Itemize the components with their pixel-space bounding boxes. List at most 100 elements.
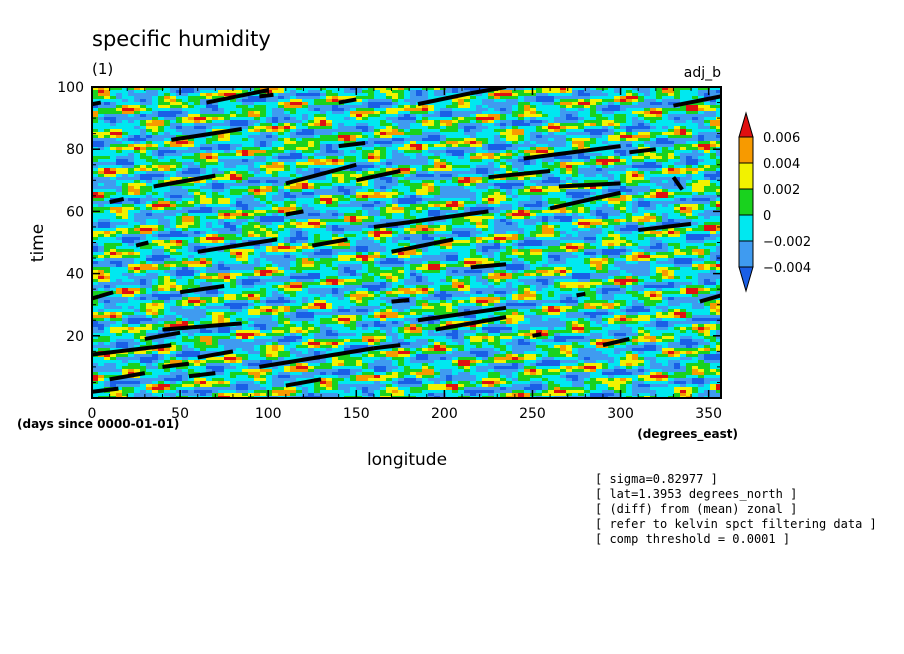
heatmap-cell bbox=[662, 117, 669, 121]
heatmap-cell bbox=[248, 168, 255, 172]
heatmap-cell bbox=[140, 153, 147, 157]
heatmap-cell bbox=[176, 117, 183, 121]
heatmap-cell bbox=[596, 171, 603, 175]
heatmap-cell bbox=[116, 105, 123, 109]
heatmap-cell bbox=[326, 147, 333, 151]
heatmap-cell bbox=[602, 213, 609, 217]
heatmap-cell bbox=[362, 186, 369, 190]
heatmap-cell bbox=[380, 156, 387, 160]
heatmap-cell bbox=[638, 198, 645, 202]
heatmap-cell bbox=[416, 135, 423, 139]
heatmap-cell bbox=[200, 207, 207, 211]
heatmap-cell bbox=[218, 186, 225, 190]
heatmap-cell bbox=[302, 153, 309, 157]
heatmap-cell bbox=[452, 147, 459, 151]
heatmap-cell bbox=[266, 132, 273, 136]
heatmap-cell bbox=[194, 162, 201, 166]
heatmap-cell bbox=[176, 177, 183, 181]
heatmap-cell bbox=[488, 102, 495, 106]
heatmap-cell bbox=[416, 195, 423, 199]
heatmap-cell bbox=[452, 156, 459, 160]
heatmap-cell bbox=[548, 141, 555, 145]
heatmap-cell bbox=[314, 87, 321, 91]
heatmap-cell bbox=[140, 135, 147, 139]
heatmap-cell bbox=[194, 207, 201, 211]
heatmap-cell bbox=[140, 162, 147, 166]
heatmap-cell bbox=[290, 114, 297, 118]
heatmap-cell bbox=[236, 186, 243, 190]
heatmap-cell bbox=[428, 162, 435, 166]
heatmap-cell bbox=[512, 159, 519, 163]
heatmap-cell bbox=[332, 135, 339, 139]
heatmap-cell bbox=[116, 189, 123, 193]
heatmap-cell bbox=[500, 108, 507, 112]
heatmap-cell bbox=[242, 159, 249, 163]
heatmap-cell bbox=[446, 162, 453, 166]
heatmap-cell bbox=[524, 210, 531, 214]
heatmap-cell bbox=[152, 192, 159, 196]
heatmap-cell bbox=[668, 102, 675, 106]
heatmap-cell bbox=[494, 105, 501, 109]
heatmap-cell bbox=[302, 93, 309, 97]
heatmap-cell bbox=[716, 87, 721, 91]
heatmap-cell bbox=[476, 198, 483, 202]
heatmap-cell bbox=[212, 150, 219, 154]
heatmap-cell bbox=[206, 177, 213, 181]
heatmap-cell bbox=[182, 117, 189, 121]
heatmap-cell bbox=[140, 138, 147, 142]
heatmap-cell bbox=[440, 147, 447, 151]
heatmap-cell bbox=[266, 204, 273, 208]
heatmap-cell bbox=[116, 147, 123, 151]
heatmap-cell bbox=[158, 165, 165, 169]
heatmap-cell bbox=[590, 135, 597, 139]
heatmap-cell bbox=[476, 165, 483, 169]
heatmap-cell bbox=[410, 201, 417, 205]
heatmap-cell bbox=[446, 114, 453, 118]
heatmap-cell bbox=[656, 132, 663, 136]
heatmap-cell bbox=[242, 216, 249, 220]
heatmap-cell bbox=[188, 141, 195, 145]
heatmap-cell bbox=[440, 135, 447, 139]
heatmap-cell bbox=[314, 138, 321, 142]
heatmap-cell bbox=[440, 126, 447, 130]
heatmap-cell bbox=[620, 222, 627, 226]
heatmap-cell bbox=[584, 138, 591, 142]
heatmap-cell bbox=[488, 168, 495, 172]
heatmap-cell bbox=[644, 87, 651, 91]
heatmap-cell bbox=[350, 189, 357, 193]
heatmap-cell bbox=[332, 204, 339, 208]
heatmap-cell bbox=[134, 111, 141, 115]
heatmap-cell bbox=[380, 210, 387, 214]
heatmap-cell bbox=[614, 168, 621, 172]
heatmap-cell bbox=[428, 114, 435, 118]
heatmap-cell bbox=[650, 186, 657, 190]
heatmap-cell bbox=[278, 135, 285, 139]
heatmap-cell bbox=[476, 177, 483, 181]
heatmap-cell bbox=[236, 114, 243, 118]
heatmap-cell bbox=[686, 159, 693, 163]
heatmap-cell bbox=[434, 105, 441, 109]
heatmap-cell bbox=[668, 135, 675, 139]
heatmap-cell bbox=[422, 207, 429, 211]
heatmap-cell bbox=[212, 120, 219, 124]
heatmap-cell bbox=[650, 132, 657, 136]
heatmap-cell bbox=[356, 123, 363, 127]
heatmap-cell bbox=[290, 195, 297, 199]
heatmap-cell bbox=[266, 165, 273, 169]
heatmap-cell bbox=[302, 195, 309, 199]
heatmap-cell bbox=[698, 204, 705, 208]
heatmap-cell bbox=[104, 189, 111, 193]
heatmap-cell bbox=[134, 207, 141, 211]
heatmap-cell bbox=[224, 150, 231, 154]
heatmap-cell bbox=[164, 138, 171, 142]
heatmap-cell bbox=[626, 201, 633, 205]
heatmap-cell bbox=[272, 189, 279, 193]
heatmap-cell bbox=[332, 123, 339, 127]
heatmap-cell bbox=[680, 162, 687, 166]
heatmap-cell bbox=[428, 180, 435, 184]
heatmap-cell bbox=[686, 213, 693, 217]
heatmap-cell bbox=[488, 204, 495, 208]
heatmap-cell bbox=[452, 117, 459, 121]
heatmap-cell bbox=[278, 201, 285, 205]
heatmap-cell bbox=[680, 180, 687, 184]
